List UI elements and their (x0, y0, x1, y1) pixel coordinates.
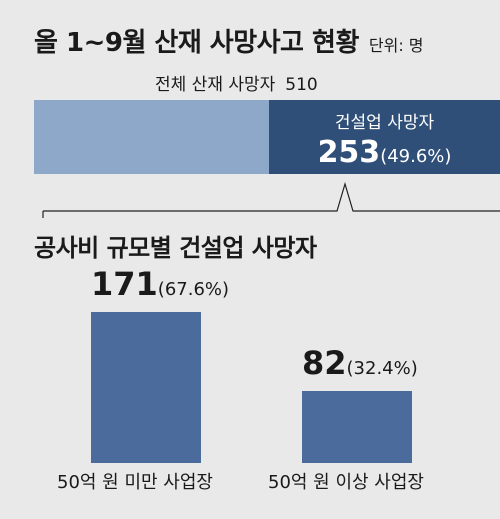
bar-over-5b (302, 391, 412, 463)
bar-value-pct: (67.6%) (157, 279, 230, 300)
segment-value-number: 253 (317, 135, 381, 170)
bar-value-pct: (32.4%) (346, 358, 418, 379)
segment-value: 253(49.6%) (269, 135, 500, 170)
total-fatalities: 전체 산재 사망자 510 (155, 70, 318, 95)
stack-segment-construction: 건설업 사망자 253(49.6%) (269, 100, 500, 174)
chart-title: 올 1~9월 산재 사망사고 현황 (34, 28, 359, 58)
bar-value-number: 82 (302, 344, 347, 382)
unit-label: 단위: 명 (368, 36, 424, 55)
segment-value-pct: (49.6%) (380, 146, 452, 167)
stack-segment-other (34, 100, 269, 174)
bar-value-number: 171 (91, 265, 158, 303)
stacked-bar: 건설업 사망자 253(49.6%) (34, 100, 500, 174)
segment-label: 건설업 사망자 (334, 113, 435, 133)
bar-value-under-5b: 171(67.6%) (91, 265, 229, 303)
total-value: 510 (285, 75, 318, 95)
category-label-over-5b: 50억 원 이상 사업장 (268, 472, 424, 493)
bracket-line (43, 181, 500, 212)
category-label-under-5b: 50억 원 미만 사업장 (57, 472, 213, 493)
total-label: 전체 산재 사망자 (155, 75, 276, 95)
bar-chart-subtitle: 공사비 규모별 건설업 사망자 (34, 234, 317, 262)
bar-under-5b (91, 312, 201, 463)
chart-header: 올 1~9월 산재 사망사고 현황 단위: 명 (34, 22, 424, 59)
bar-value-over-5b: 82(32.4%) (302, 344, 418, 382)
